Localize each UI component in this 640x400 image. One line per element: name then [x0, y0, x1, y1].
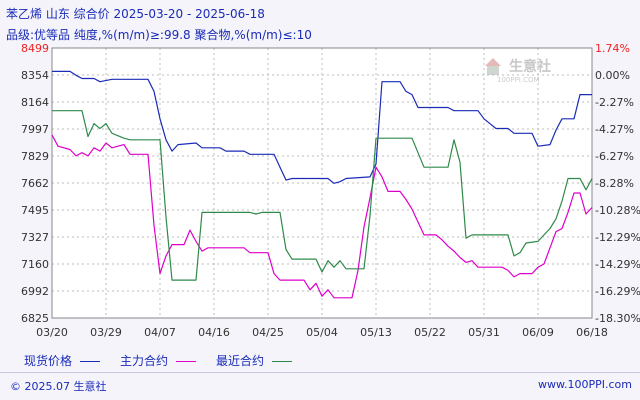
y-left-tick-label: 8164 — [21, 96, 49, 109]
x-tick-label: 03/20 — [36, 326, 68, 339]
y-left-tick-label: 6992 — [21, 285, 49, 298]
y-left-tick-label: 6825 — [21, 312, 49, 325]
y-left-tick-label: 8499 — [21, 42, 49, 55]
x-tick-label: 06/09 — [522, 326, 554, 339]
y-left-tick-label: 8354 — [21, 69, 49, 82]
watermark-url: 100PPI.COM — [497, 76, 540, 84]
watermark-logo-base — [487, 66, 499, 75]
x-tick-label: 05/04 — [306, 326, 338, 339]
legend-label-spot: 现货价格 — [24, 354, 73, 368]
y-right-tick-label: -10.28% — [595, 204, 640, 217]
y-left-tick-label: 7997 — [21, 123, 49, 136]
x-tick-label: 05/13 — [360, 326, 392, 339]
chart-title: 苯乙烯 山东 综合价 2025-03-20 - 2025-06-18 — [6, 7, 265, 21]
series-line-1 — [51, 134, 593, 299]
plot-frame — [51, 47, 593, 319]
y-left-tick-label: 7327 — [21, 231, 49, 244]
y-right-tick-label: -6.27% — [595, 150, 634, 163]
series-line-0 — [52, 70, 592, 184]
y-right-tick-label: -12.29% — [595, 231, 640, 244]
y-left-tick-label: 7160 — [21, 258, 49, 271]
x-tick-label: 05/22 — [414, 326, 446, 339]
y-left-tick-label: 7662 — [21, 177, 49, 190]
legend-swatch-spot — [80, 361, 101, 362]
watermark-logo-icon — [485, 58, 501, 66]
x-tick-label: 03/29 — [90, 326, 122, 339]
x-tick-label: 04/16 — [198, 326, 230, 339]
y-right-tick-label: -8.28% — [595, 177, 634, 190]
legend-label-main-contract: 主力合约 — [120, 354, 169, 368]
legend-label-near-contract: 最近合约 — [216, 354, 265, 368]
x-tick-label: 06/18 — [576, 326, 608, 339]
x-tick-label: 05/31 — [468, 326, 500, 339]
footer-site: www.100PPI.com — [538, 378, 632, 391]
watermark-text: 生意社 — [509, 58, 551, 75]
legend-item-main-contract: 主力合约 — [120, 352, 197, 369]
legend-item-spot: 现货价格 — [24, 352, 101, 369]
chart-subtitle: 品级:优等品 纯度,%(m/m)≥:99.8 聚合物,%(m/m)≤:10 — [6, 28, 312, 42]
legend-swatch-near-contract — [272, 361, 293, 362]
y-right-tick-label: -2.27% — [595, 96, 634, 109]
y-right-tick-label: -18.30% — [595, 312, 640, 325]
y-left-tick-label: 7495 — [21, 204, 49, 217]
legend-item-near-contract: 最近合约 — [216, 352, 293, 369]
series-line-2 — [52, 110, 593, 281]
footer-copyright: © 2025.07 生意社 — [10, 380, 107, 393]
y-right-tick-label: 0.00% — [595, 69, 630, 82]
y-right-tick-label: -16.29% — [595, 285, 640, 298]
x-tick-label: 04/25 — [252, 326, 284, 339]
footer-divider — [0, 372, 640, 373]
legend-swatch-main-contract — [176, 361, 197, 362]
y-right-tick-label: -4.27% — [595, 123, 634, 136]
y-right-tick-label: 1.74% — [595, 42, 630, 55]
y-right-tick-label: -14.29% — [595, 258, 640, 271]
x-tick-label: 04/07 — [144, 326, 176, 339]
y-left-tick-label: 7829 — [21, 150, 49, 163]
